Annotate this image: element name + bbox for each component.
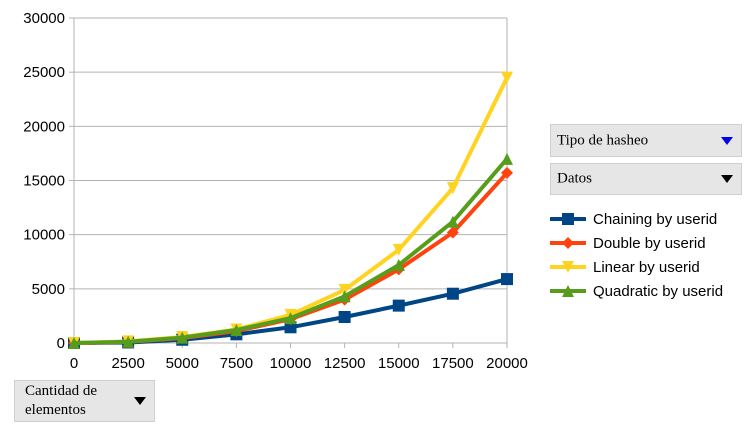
data-point (392, 259, 405, 271)
series-field-label: Tipo de hasheo (557, 132, 649, 148)
data-point (338, 290, 351, 303)
y-tick-label: 30000 (23, 10, 65, 27)
y-axis-tick-labels: 0 5000 10000 15000 20000 25000 30000 (23, 10, 65, 352)
y-tick-label: 15000 (23, 173, 65, 190)
category-field-button[interactable]: Cantidad de elementos (14, 380, 155, 422)
y-tick-label: 5000 (32, 281, 65, 298)
data-series (68, 71, 513, 349)
data-point (284, 312, 297, 325)
grid-lines (74, 17, 507, 344)
x-axis-tick-labels: 0 2500 5000 7500 10000 12500 15000 17500 20000 (70, 355, 528, 372)
series-field-button[interactable]: Tipo de hasheo (550, 124, 742, 157)
legend-marker (562, 261, 574, 273)
legend-marker (562, 237, 574, 249)
series-line (73, 76, 509, 345)
legend-label: Linear by userid (593, 259, 700, 276)
legend-marker (562, 213, 574, 225)
data-point (230, 324, 243, 336)
x-tick-label: 10000 (270, 355, 312, 372)
data-point (392, 243, 405, 256)
data-point (68, 337, 80, 349)
data-point (284, 321, 297, 334)
data-field-label: Datos (557, 170, 592, 187)
dropdown-arrow-icon (721, 136, 733, 145)
y-tick-label: 10000 (23, 227, 65, 244)
y-tick-label: 0 (57, 335, 65, 352)
data-field-button[interactable]: Datos (550, 163, 742, 195)
x-tick-label: 2500 (111, 355, 144, 372)
legend-item: Quadratic by userid (550, 283, 723, 300)
data-point (501, 152, 513, 165)
x-tick-label: 15000 (378, 355, 420, 372)
legend-item: Double by userid (550, 235, 706, 252)
x-tick-label: 17500 (432, 355, 474, 372)
x-tick-label: 0 (70, 355, 78, 372)
data-point (446, 215, 459, 228)
dropdown-arrow-icon (134, 397, 146, 405)
data-point (501, 71, 513, 84)
legend-marker (562, 285, 574, 297)
legend-item: Chaining by userid (550, 211, 717, 228)
data-point (122, 335, 135, 348)
x-tick-label: 7500 (220, 355, 253, 372)
legend-label: Chaining by userid (593, 211, 717, 228)
y-tick-label: 20000 (23, 118, 65, 135)
data-point (446, 182, 459, 195)
data-point (446, 287, 459, 300)
legend-item: Linear by userid (550, 259, 700, 276)
legend-label: Double by userid (593, 235, 706, 252)
category-field-label: Cantidad de elementos (25, 383, 98, 418)
x-tick-label: 20000 (486, 355, 528, 372)
data-point (338, 311, 351, 323)
legend-label: Quadratic by userid (593, 283, 723, 300)
data-point (338, 283, 351, 296)
data-point (446, 226, 459, 239)
legend: Chaining by userid Double by userid Linear… (550, 211, 723, 300)
series-4 (68, 152, 513, 349)
data-point (501, 166, 513, 179)
data-point (176, 331, 189, 344)
x-tick-label: 5000 (166, 355, 199, 372)
data-point (501, 273, 513, 286)
series-3 (68, 71, 513, 349)
axes (69, 17, 508, 348)
data-point (392, 299, 405, 312)
dropdown-arrow-icon (721, 175, 733, 183)
y-tick-label: 25000 (23, 64, 65, 81)
x-tick-label: 12500 (324, 355, 366, 372)
